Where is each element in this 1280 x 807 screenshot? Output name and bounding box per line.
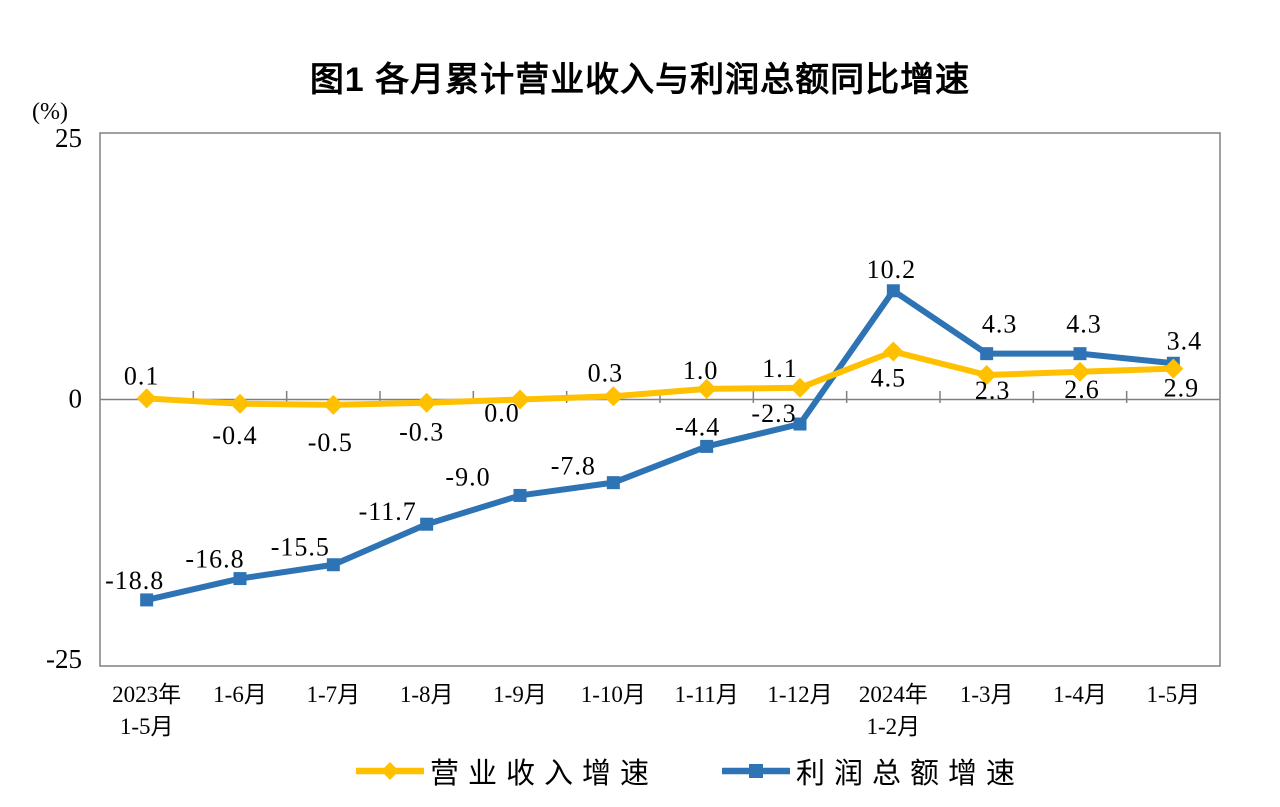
data-label: -0.3 bbox=[399, 418, 444, 447]
series-line-1 bbox=[145, 287, 1174, 603]
data-label: -4.4 bbox=[675, 412, 720, 441]
data-label: -2.3 bbox=[751, 399, 796, 428]
square-marker bbox=[420, 517, 434, 531]
chart-title: 图1 各月累计营业收入与利润总额同比增速 bbox=[309, 61, 971, 99]
x-axis-tick-label: 2024年 bbox=[859, 682, 928, 707]
diamond-marker bbox=[416, 392, 437, 413]
legend-item-profit: 利润总额增速 bbox=[719, 750, 1025, 792]
data-label: -15.5 bbox=[271, 533, 330, 562]
diamond-marker bbox=[1070, 361, 1090, 382]
data-label: 0.3 bbox=[588, 358, 624, 387]
x-axis-tick-label: 1-4月 bbox=[1053, 682, 1107, 707]
y-axis-unit-label: (%) bbox=[32, 99, 68, 125]
diamond-marker bbox=[136, 388, 157, 409]
data-label: 1.1 bbox=[762, 354, 798, 383]
data-label: -16.8 bbox=[185, 545, 244, 574]
y-axis-tick-label: 0 bbox=[69, 384, 83, 414]
profit-line-marker-icon bbox=[719, 760, 793, 782]
series-line-0 bbox=[146, 348, 1174, 408]
square-marker bbox=[140, 593, 154, 607]
revenue-line-marker-icon bbox=[353, 760, 427, 782]
y-axis-tick-label: 25 bbox=[55, 123, 82, 153]
diamond-marker bbox=[696, 378, 717, 399]
square-marker bbox=[513, 488, 527, 502]
square-marker bbox=[1073, 347, 1087, 361]
data-label: 0.1 bbox=[124, 361, 160, 390]
x-axis-tick-label: 1-10月 bbox=[581, 682, 646, 707]
diamond-marker bbox=[976, 364, 997, 385]
legend-label-profit: 利润总额增速 bbox=[796, 758, 1025, 790]
data-label: 4.3 bbox=[982, 310, 1018, 339]
x-axis-tick-label: 1-3月 bbox=[960, 682, 1014, 707]
x-axis-tick-label: 1-7月 bbox=[306, 682, 360, 707]
x-axis-tick-label: 1-6月 bbox=[213, 682, 267, 707]
x-axis-tick-label: 1-11月 bbox=[675, 682, 739, 707]
data-label: -18.8 bbox=[105, 566, 164, 595]
data-label: -7.8 bbox=[551, 452, 596, 481]
data-label: -11.7 bbox=[359, 497, 417, 526]
chart-legend: 营业收入增速 利润总额增速 bbox=[0, 750, 1280, 792]
x-axis-tick-label: 1-2月 bbox=[866, 714, 920, 739]
x-axis-tick-label: 1-5月 bbox=[1146, 682, 1200, 707]
diamond-marker bbox=[323, 394, 344, 415]
data-label: 2.3 bbox=[975, 376, 1011, 405]
square-marker bbox=[793, 417, 807, 431]
diamond-marker bbox=[790, 377, 810, 398]
data-label: -0.4 bbox=[212, 421, 257, 450]
square-marker bbox=[980, 347, 994, 361]
x-axis-tick-label: 1-5月 bbox=[120, 714, 174, 739]
square-marker bbox=[233, 572, 247, 586]
legend-label-revenue: 营业收入增速 bbox=[429, 758, 658, 790]
legend-item-revenue: 营业收入增速 bbox=[353, 750, 658, 792]
data-label: 1.0 bbox=[683, 356, 719, 385]
x-axis-tick-label: 1-8月 bbox=[400, 682, 454, 707]
x-axis-tick-label: 1-9月 bbox=[493, 682, 547, 707]
data-label: -9.0 bbox=[445, 462, 490, 491]
data-label: -0.5 bbox=[308, 428, 353, 457]
square-marker bbox=[886, 284, 900, 298]
data-label: 3.4 bbox=[1167, 326, 1203, 355]
x-axis-tick-label: 1-12月 bbox=[767, 682, 832, 707]
diamond-marker bbox=[510, 389, 530, 410]
data-label: 2.6 bbox=[1064, 375, 1100, 404]
data-label: 2.9 bbox=[1164, 374, 1200, 403]
diamond-marker bbox=[883, 341, 904, 362]
data-label: 4.3 bbox=[1066, 310, 1102, 339]
square-marker bbox=[700, 439, 714, 453]
diamond-marker bbox=[230, 393, 250, 414]
y-axis-tick-label: -25 bbox=[46, 644, 82, 674]
diamond-marker bbox=[603, 386, 624, 407]
square-marker bbox=[606, 476, 620, 490]
data-label: 10.2 bbox=[867, 255, 917, 284]
diamond-marker bbox=[1163, 358, 1184, 379]
data-label: 0.0 bbox=[484, 399, 520, 428]
x-axis-tick-label: 2023年 bbox=[112, 682, 181, 707]
data-label: 4.5 bbox=[871, 364, 907, 393]
square-marker bbox=[326, 558, 340, 572]
